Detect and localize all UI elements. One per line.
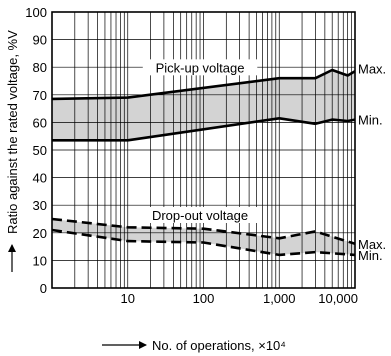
y-tick-label: 60 bbox=[33, 115, 47, 130]
series-line-0-upper bbox=[51, 68, 356, 101]
y-tick-label: 10 bbox=[33, 253, 47, 268]
x-tick-label: 1,000 bbox=[263, 291, 296, 306]
dropout-max-label: Max. bbox=[358, 237, 386, 252]
y-tick-label: 30 bbox=[33, 198, 47, 213]
tick-labels: 0 10 20 30 40 50 60 70 80 90 100 10 100 1,000 10,000 bbox=[25, 5, 358, 306]
series-line-1-upper bbox=[51, 217, 356, 246]
x-axis-label: No. of operations, ×10⁴ bbox=[152, 338, 286, 353]
y-tick-label: 80 bbox=[33, 60, 47, 75]
y-tick-label: 90 bbox=[33, 33, 47, 48]
y-tick-label: 40 bbox=[33, 171, 47, 186]
y-axis-title: Ratio against the rated voltage, %V bbox=[5, 30, 20, 272]
pickup-max-label: Max. bbox=[358, 61, 386, 76]
y-tick-label: 0 bbox=[40, 281, 47, 296]
y-tick-label: 100 bbox=[25, 5, 47, 20]
y-axis-label: Ratio against the rated voltage, %V bbox=[5, 30, 20, 234]
y-tick-label: 50 bbox=[33, 143, 47, 158]
x-axis-title: No. of operations, ×10⁴ bbox=[102, 338, 286, 353]
x-tick-label: 10 bbox=[121, 291, 135, 306]
y-tick-label: 70 bbox=[33, 88, 47, 103]
pickup-voltage-label-bg bbox=[142, 59, 258, 76]
pickup-voltage-label-text: Pick-up voltage bbox=[156, 60, 245, 75]
plot-border bbox=[51, 11, 356, 289]
series-line-1-lower bbox=[51, 228, 356, 257]
pickup-voltage-label: Pick-up voltage bbox=[142, 59, 258, 76]
dropout-min-label: Min. bbox=[358, 248, 383, 263]
series-line-0-lower bbox=[52, 117, 356, 142]
x-tick-label: 10,000 bbox=[318, 291, 358, 306]
pickup-min-label: Min. bbox=[358, 113, 383, 128]
dropout-voltage-label-bg bbox=[139, 207, 261, 223]
lines-layer bbox=[51, 68, 356, 257]
y-tick-label: 20 bbox=[33, 226, 47, 241]
x-tick-label: 100 bbox=[193, 291, 215, 306]
dropout-voltage-label-text: Drop-out voltage bbox=[152, 208, 248, 223]
dropout-voltage-label: Drop-out voltage bbox=[139, 207, 261, 223]
